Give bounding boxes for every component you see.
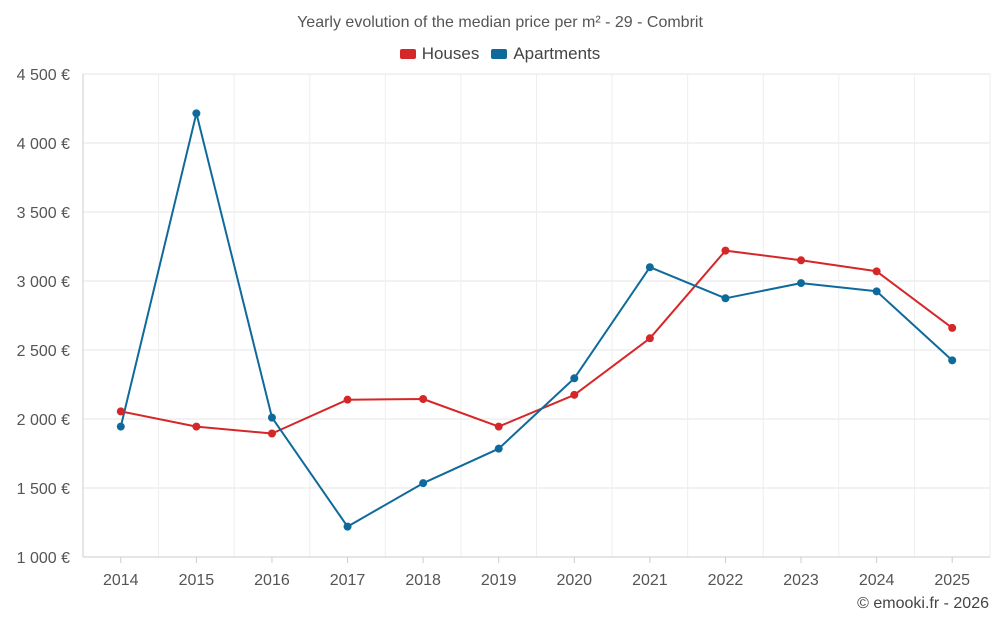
data-point-apartments [948, 356, 957, 365]
legend: Houses Apartments [0, 44, 1000, 64]
chart-title: Yearly evolution of the median price per… [297, 14, 703, 31]
legend-item-houses[interactable]: Houses [399, 44, 480, 64]
data-point-apartments [192, 109, 201, 118]
legend-swatch-houses [399, 49, 416, 59]
data-point-houses [570, 390, 579, 399]
series-line-houses [120, 249, 953, 435]
data-point-houses [267, 429, 276, 438]
x-tick-label: 2021 [632, 572, 668, 589]
x-tick-label: 2023 [783, 572, 819, 589]
data-point-apartments [494, 444, 503, 453]
data-point-apartments [343, 522, 352, 531]
legend-label-houses: Houses [421, 44, 480, 63]
x-tick-label: 2025 [934, 572, 970, 589]
series-line-apartments [119, 112, 953, 528]
data-point-houses [419, 394, 428, 403]
data-point-houses [494, 422, 503, 431]
data-point-houses [721, 246, 730, 255]
data-point-apartments [419, 479, 428, 488]
x-tick-label: 2022 [708, 572, 744, 589]
data-point-apartments [721, 294, 730, 303]
data-point-apartments [872, 287, 881, 296]
data-point-apartments [570, 374, 579, 383]
y-tick-label: 1 000 € [17, 550, 70, 567]
data-point-houses [948, 323, 957, 332]
x-tick-label: 2015 [179, 572, 215, 589]
x-tick-label: 2017 [330, 572, 366, 589]
y-tick-label: 2 500 € [17, 343, 70, 360]
x-tick-label: 2014 [103, 572, 139, 589]
data-point-houses [116, 407, 125, 416]
data-point-apartments [645, 263, 654, 272]
legend-swatch-apartments [491, 49, 508, 59]
x-tick-label: 2019 [481, 572, 517, 589]
y-tick-label: 4 000 € [17, 136, 70, 153]
credit: © emooki.fr - 2026 [857, 595, 989, 612]
y-tick-label: 3 500 € [17, 205, 70, 222]
legend-item-apartments[interactable]: Apartments [491, 44, 600, 64]
data-point-houses [343, 395, 352, 404]
x-tick-label: 2016 [254, 572, 290, 589]
data-point-apartments [267, 413, 276, 422]
y-tick-label: 1 500 € [17, 481, 70, 498]
data-point-apartments [116, 422, 125, 431]
x-tick-label: 2018 [405, 572, 441, 589]
y-tick-label: 4 500 € [17, 67, 70, 84]
data-point-houses [192, 422, 201, 431]
x-tick-label: 2024 [859, 572, 895, 589]
data-point-houses [797, 256, 806, 265]
x-tick-label: 2020 [556, 572, 592, 589]
data-point-apartments [797, 279, 806, 288]
y-tick-label: 3 000 € [17, 274, 70, 291]
data-point-houses [645, 334, 654, 343]
y-tick-label: 2 000 € [17, 412, 70, 429]
data-point-houses [872, 267, 881, 276]
legend-label-apartments: Apartments [513, 44, 601, 63]
